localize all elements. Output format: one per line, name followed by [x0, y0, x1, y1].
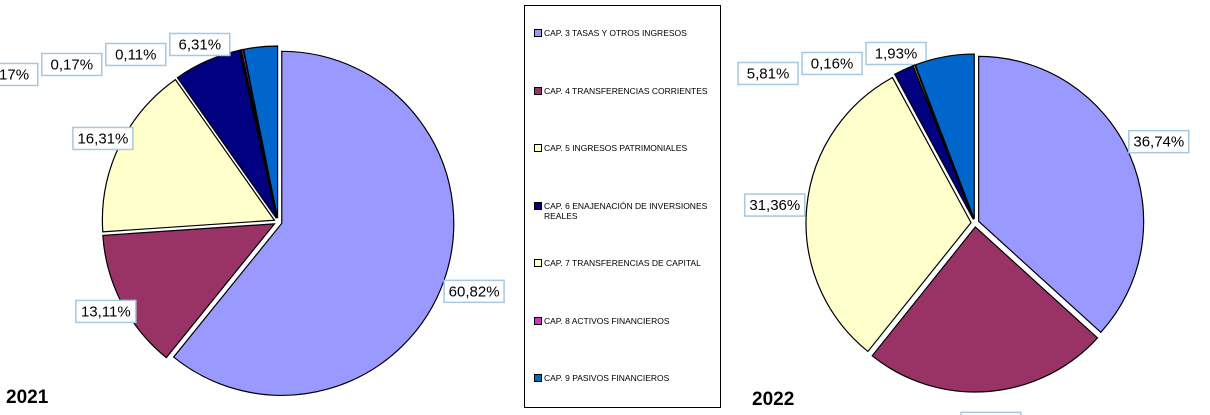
value-label-box: [744, 193, 806, 217]
legend-swatch: [534, 374, 542, 382]
pie-slice: [242, 45, 279, 219]
value-label: 13,11%: [75, 299, 137, 324]
value-label-text: 0,16%: [811, 55, 854, 72]
value-label-text: 1,93%: [875, 45, 918, 62]
legend-swatch: [534, 317, 542, 325]
value-label-text: 60,82%: [449, 283, 500, 300]
value-label: 0,11%: [105, 42, 167, 67]
value-label: 3,17%: [0, 62, 39, 87]
legend-label: CAP. 4 TRANSFERENCIAS CORRIENTES: [544, 86, 708, 96]
legend-item: CAP. 7 TRANSFERENCIAS DE CAPITAL: [534, 258, 714, 268]
value-label: 6,31%: [169, 32, 231, 57]
value-label-box: [41, 52, 103, 77]
value-label: 60,82%: [443, 279, 505, 304]
value-label: 16,31%: [72, 126, 134, 151]
value-label-text: 13,11%: [81, 303, 131, 320]
value-label-box: [1128, 129, 1190, 154]
value-label-box: [960, 411, 1022, 415]
legend-item: CAP. 6 ENAJENACIÓN DE INVERSIONES REALES: [534, 201, 714, 221]
value-label-box: [105, 42, 167, 67]
legend-item: CAP. 5 INGRESOS PATRIMONIALES: [534, 143, 714, 153]
value-label: 24,01%: [960, 411, 1022, 415]
legend-swatch: [534, 202, 542, 210]
value-label-text: 31,36%: [749, 197, 800, 214]
legend-item: CAP. 3 TASAS Y OTROS INGRESOS: [534, 28, 714, 38]
value-label-text: 0,17%: [51, 56, 94, 73]
pie-slice: [978, 55, 1145, 334]
value-label-text: 5,81%: [747, 65, 790, 82]
value-label-box: [75, 299, 137, 324]
legend-item: CAP. 4 TRANSFERENCIAS CORRIENTES: [534, 86, 714, 96]
value-label-text: 0,11%: [115, 46, 156, 63]
value-label-box: [865, 41, 927, 66]
pie-title: 2022: [752, 389, 794, 410]
legend-swatch: [534, 259, 542, 267]
value-label: 0,16%: [801, 51, 863, 76]
value-label-text: 36,74%: [1133, 134, 1184, 151]
legend-swatch: [534, 144, 542, 152]
legend: CAP. 3 TASAS Y OTROS INGRESOS CAP. 4 TRAN…: [524, 5, 721, 408]
value-label-box: [0, 62, 39, 87]
value-label-text: 16,31%: [77, 130, 128, 147]
pie-slice: [914, 53, 975, 220]
value-label: 0,17%: [41, 52, 103, 77]
value-label: 5,81%: [737, 61, 799, 86]
pie-slice: [912, 64, 975, 220]
pie-title: 2021: [6, 387, 49, 408]
value-label: 31,36%: [744, 193, 806, 217]
value-label: 36,74%: [1128, 129, 1190, 154]
legend-label: CAP. 7 TRANSFERENCIAS DE CAPITAL: [544, 258, 701, 268]
value-label: 1,93%: [865, 41, 927, 66]
value-label-text: 6,31%: [179, 36, 222, 53]
legend-label: CAP. 9 PASIVOS FINANCIEROS: [544, 373, 670, 383]
value-label-box: [169, 32, 231, 57]
value-label-box: [443, 279, 505, 304]
legend-label: CAP. 3 TASAS Y OTROS INGRESOS: [544, 28, 687, 38]
value-label-box: [801, 51, 863, 76]
value-label-box: [737, 61, 799, 86]
legend-item: CAP. 9 PASIVOS FINANCIEROS: [534, 373, 714, 383]
value-label-text: 3,17%: [0, 66, 29, 83]
legend-swatch: [534, 87, 542, 95]
legend-label: CAP. 8 ACTIVOS FINANCIEROS: [544, 316, 670, 326]
legend-item: CAP. 8 ACTIVOS FINANCIEROS: [534, 316, 714, 326]
pie-slice: [805, 76, 972, 353]
pie-slice: [176, 49, 277, 219]
legend-label: CAP. 5 INGRESOS PATRIMONIALES: [544, 143, 688, 153]
legend-label: CAP. 6 ENAJENACIÓN DE INVERSIONES REALES: [544, 201, 708, 221]
value-label-box: [72, 126, 134, 151]
legend-swatch: [534, 29, 542, 37]
pie-slice: [871, 226, 1099, 393]
